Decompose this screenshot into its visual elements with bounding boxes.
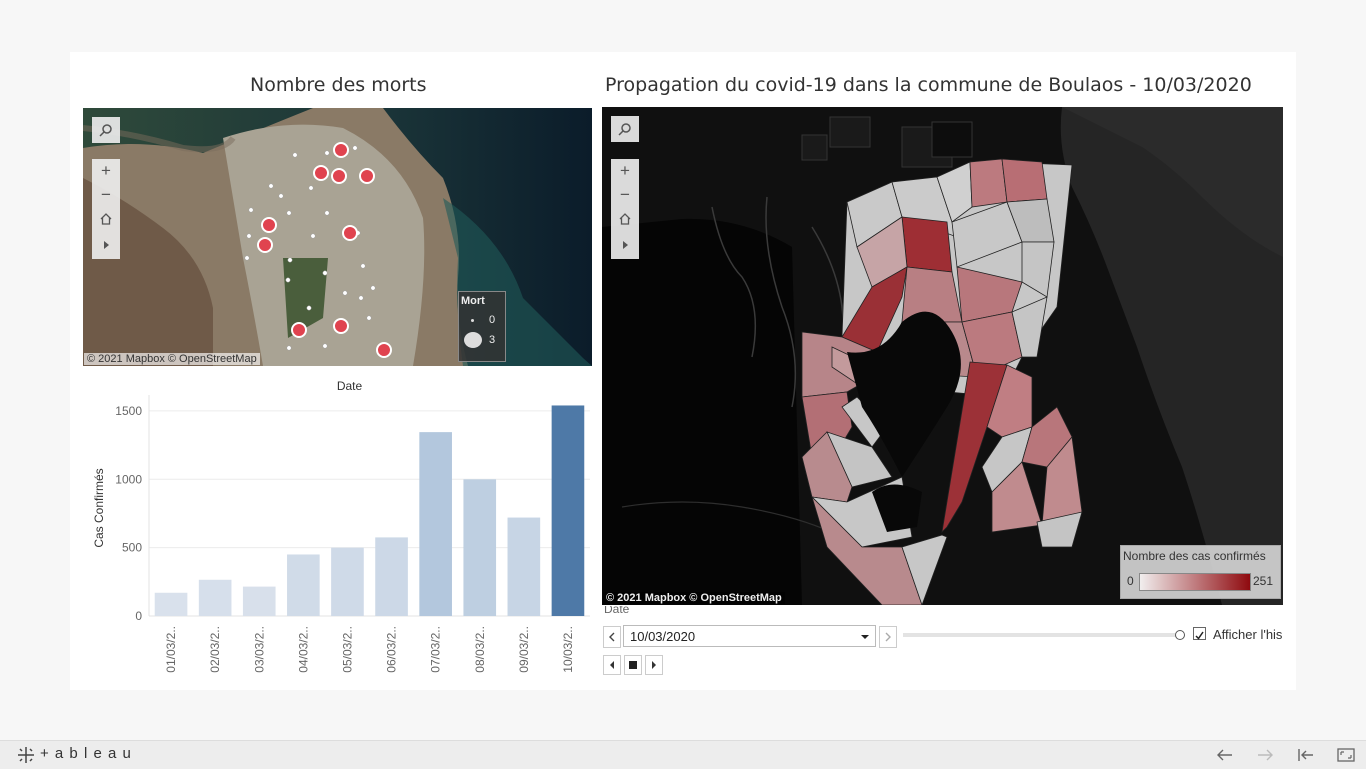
legend-small-dot <box>471 319 474 322</box>
pan-arrow-icon[interactable] <box>92 231 120 259</box>
legend-min: 0 <box>489 314 496 326</box>
map-attribution[interactable]: © 2021 Mapbox © OpenStreetMap <box>603 592 785 604</box>
zoom-in-icon[interactable]: + <box>620 161 630 180</box>
legend-large-dot <box>464 332 482 348</box>
play-backward-button[interactable] <box>603 655 621 675</box>
chart-title: Date <box>337 379 363 393</box>
map-attribution[interactable]: © 2021 Mapbox © OpenStreetMap <box>84 353 260 365</box>
date-dropdown[interactable]: 10/03/2020 <box>623 625 876 647</box>
date-value: 10/03/2020 <box>630 629 696 644</box>
legend-title: Mort <box>461 295 485 307</box>
legend-max: 3 <box>489 334 496 346</box>
search-control[interactable] <box>611 116 639 142</box>
bar <box>154 592 188 616</box>
checkmark-icon <box>1195 631 1204 640</box>
chevron-left-icon <box>609 632 615 642</box>
deaths-map[interactable]: + − Mort 0 3 © 2021 Mapbox © OpenStreetM… <box>83 108 592 366</box>
y-tick-label: 500 <box>122 541 142 555</box>
zoom-out-icon[interactable]: − <box>101 185 111 204</box>
pan-arrow-icon[interactable] <box>611 231 639 259</box>
x-tick-label: 08/03/2.. <box>473 626 487 673</box>
redo-icon[interactable] <box>1256 748 1274 762</box>
home-icon[interactable] <box>92 207 120 231</box>
left-map-title: Nombre des morts <box>250 74 427 96</box>
x-tick-label: 02/03/2.. <box>208 626 222 673</box>
home-icon[interactable] <box>611 207 639 231</box>
x-tick-label: 06/03/2.. <box>385 626 399 673</box>
legend-gradient-bar <box>1139 573 1251 591</box>
history-checkbox-label[interactable]: Afficher l'his <box>1213 627 1283 642</box>
search-icon[interactable] <box>92 117 120 143</box>
zoom-controls: + − <box>611 159 639 259</box>
bar <box>507 517 541 616</box>
x-tick-label: 04/03/2.. <box>296 626 310 673</box>
x-tick-label: 01/03/2.. <box>164 626 178 673</box>
next-date-button[interactable] <box>879 626 897 648</box>
legend-title: Nombre des cas confirmés <box>1123 549 1266 563</box>
bar <box>287 554 320 616</box>
zoom-controls: + − <box>92 159 120 259</box>
stop-button[interactable] <box>624 655 642 675</box>
search-control[interactable] <box>92 117 120 143</box>
legend-min: 0 <box>1127 574 1134 588</box>
zoom-out-icon[interactable]: − <box>620 185 630 204</box>
play-forward-button[interactable] <box>645 655 663 675</box>
satellite-map-background <box>83 108 592 366</box>
cases-bar-chart: Date Cas Confirmés 0 500 1000 1500 01/03/2.. 02… <box>83 374 592 680</box>
tableau-brand[interactable]: + a b l e a u <box>40 745 132 762</box>
chevron-right-icon <box>885 632 891 642</box>
y-tick-label: 0 <box>135 609 142 623</box>
legend-max: 251 <box>1253 574 1274 588</box>
cases-legend: Nombre des cas confirmés 0 251 <box>1120 545 1281 599</box>
prev-date-button[interactable] <box>603 626 621 648</box>
date-slider-track[interactable] <box>903 633 1180 637</box>
bar <box>463 479 497 616</box>
tableau-footer: + a b l e a u <box>0 740 1366 769</box>
play-icon <box>652 661 656 669</box>
fullscreen-icon[interactable] <box>1337 747 1355 763</box>
bar <box>551 405 585 616</box>
history-checkbox[interactable] <box>1193 627 1206 640</box>
y-tick-label: 1500 <box>115 404 142 418</box>
x-tick-label: 10/03/2.. <box>561 626 575 673</box>
zoom-in-icon[interactable]: + <box>101 161 111 180</box>
right-map-title: Propagation du covid-19 dans la commune … <box>605 74 1252 96</box>
bar <box>242 586 276 616</box>
tableau-logo-icon <box>18 747 34 763</box>
date-label: Date <box>604 606 630 614</box>
stop-icon <box>629 661 637 669</box>
x-tick-label: 05/03/2.. <box>340 626 354 673</box>
y-axis-label: Cas Confirmés <box>92 468 106 547</box>
search-icon[interactable] <box>611 116 639 142</box>
bar <box>198 579 232 616</box>
choropleth-map[interactable]: + − Nombre des cas confirmés 0 251 © 202… <box>602 107 1283 605</box>
revert-icon[interactable] <box>1297 748 1315 762</box>
deaths-legend: Mort 0 3 <box>458 291 506 362</box>
bar <box>419 432 452 616</box>
bar <box>375 537 408 616</box>
x-tick-label: 03/03/2.. <box>252 626 266 673</box>
bar <box>331 547 364 616</box>
undo-icon[interactable] <box>1216 748 1234 762</box>
date-slider-handle[interactable] <box>1175 630 1185 640</box>
chevron-down-icon <box>861 635 869 639</box>
play-back-icon <box>610 661 614 669</box>
y-tick-label: 1000 <box>115 472 142 486</box>
x-tick-label: 09/03/2.. <box>517 626 531 673</box>
x-tick-label: 07/03/2.. <box>429 626 443 673</box>
dark-map-background <box>602 107 1283 605</box>
